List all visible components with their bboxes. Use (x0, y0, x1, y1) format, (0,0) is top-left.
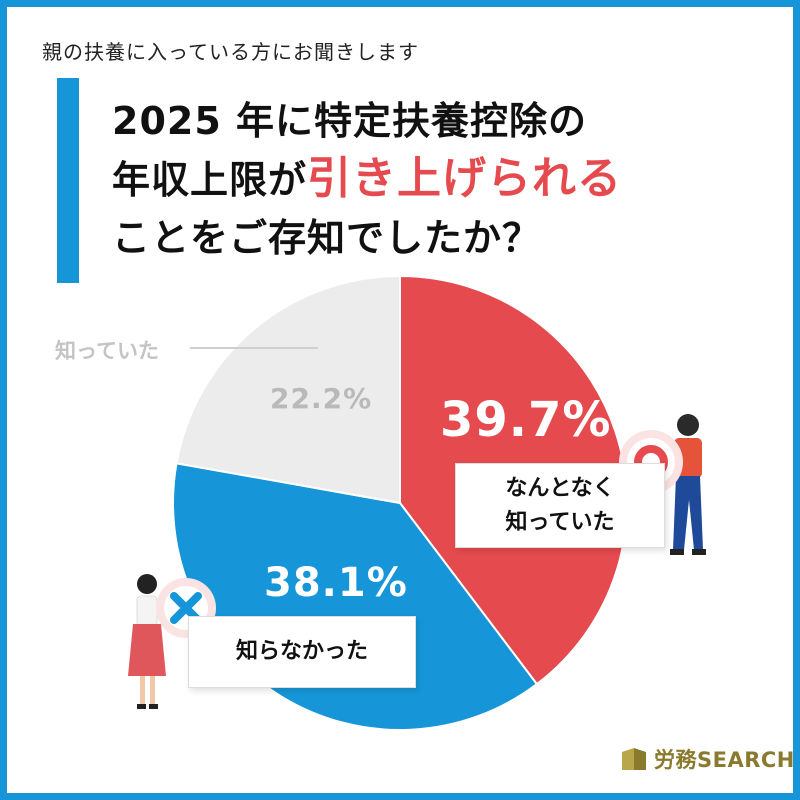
woman-illustration (128, 574, 166, 709)
title-accent-bar (57, 78, 79, 283)
callout-know-vaguely-line-2: 知っていた (505, 510, 615, 535)
brand-logo: 労務SEARCH (620, 744, 795, 774)
percent-didnt-know: 38.1% (264, 560, 408, 606)
logo-book-icon (622, 748, 646, 770)
title-line-2-pre: 年収上限が (112, 158, 308, 202)
title-line-1: 2025 年に特定扶養控除の (112, 99, 587, 143)
logo-text: 労務SEARCH (654, 748, 795, 772)
label-knew: 知っていた (55, 339, 159, 363)
title-highlight: 引き上げられる (307, 153, 623, 204)
callout-know-vaguely-line-1: なんとなく (505, 476, 615, 501)
subtitle: 親の扶養に入っている方にお聞きします (42, 40, 419, 64)
callout-didnt-know: 知らなかった (188, 616, 416, 688)
page-title: 2025 年に特定扶養控除の 年収上限が引き上げられる ことをご存知でしたか？ (112, 92, 752, 267)
label-knew-leader-line (190, 347, 318, 349)
percent-knew: 22.2% (270, 382, 373, 415)
percent-know-vaguely: 39.7% (440, 392, 612, 448)
man-illustration (670, 414, 706, 555)
callout-know-vaguely: なんとなく 知っていた (455, 463, 665, 548)
pie-slice-knew (175, 274, 401, 505)
title-line-2: 年収上限が引き上げられる (112, 150, 752, 209)
title-line-3: ことをご存知でしたか？ (112, 216, 542, 260)
